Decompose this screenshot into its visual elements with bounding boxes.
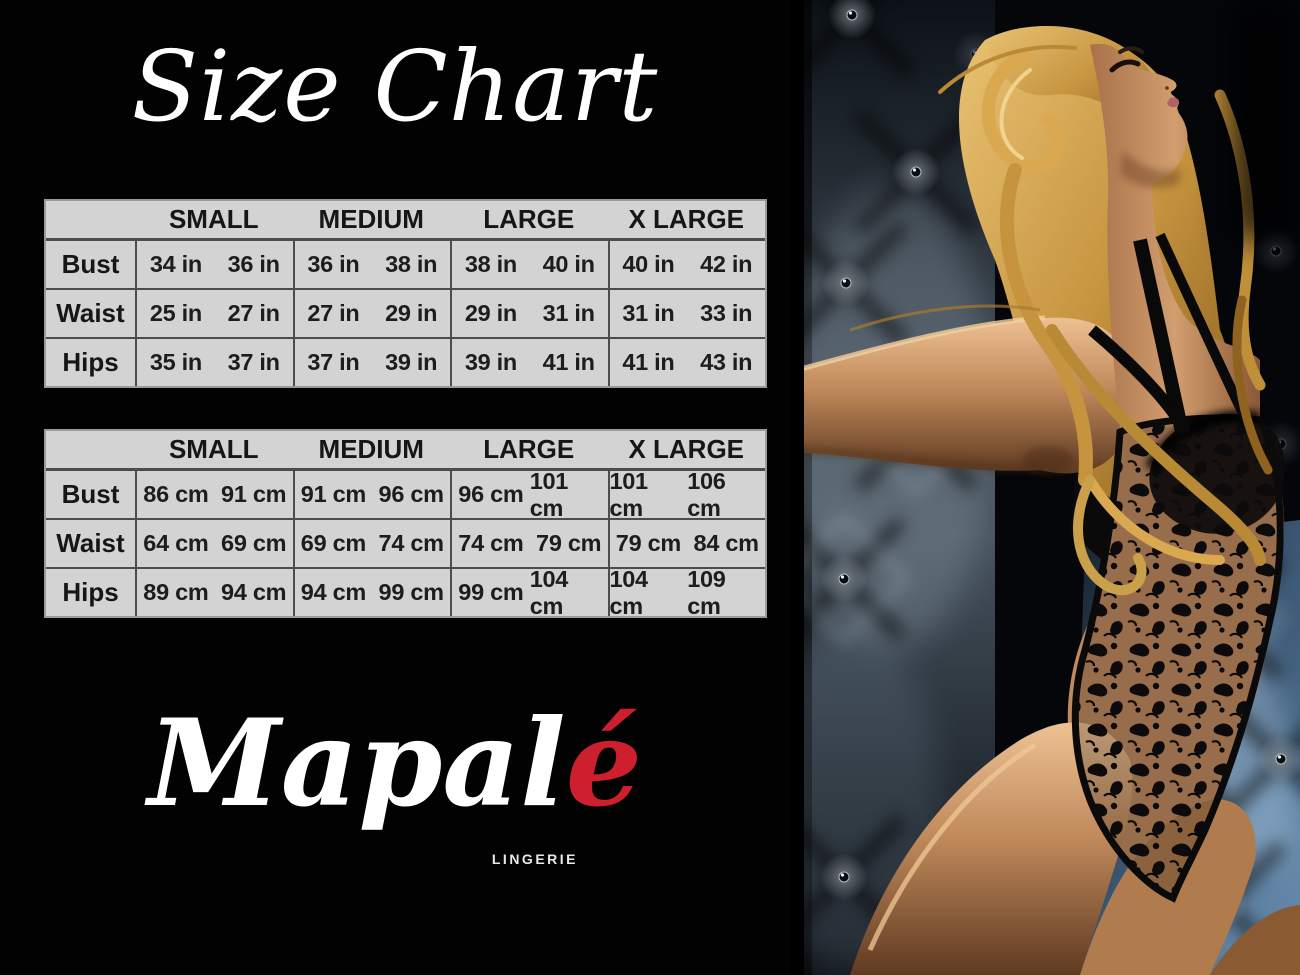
- page-title: Size Chart: [131, 30, 659, 143]
- measurement-value: 33 in: [700, 300, 753, 326]
- measurement-value: 91 cm: [221, 481, 287, 507]
- measurement-cell: 64 cm 69 cm: [137, 520, 293, 567]
- measurement-cell: 34 in 36 in: [137, 241, 293, 288]
- measurement-value: 74 cm: [378, 530, 444, 556]
- measurement-cell: 86 cm 91 cm: [137, 471, 293, 518]
- measurement-cell: 89 cm 94 cm: [137, 569, 293, 616]
- measurement-cell: 37 in 39 in: [294, 339, 450, 386]
- measurement-cell: 69 cm 74 cm: [294, 520, 450, 567]
- measurement-value: 43 in: [700, 349, 753, 375]
- measurement-value: 109 cm: [687, 565, 726, 619]
- measurement-cell: 25 in 27 in: [137, 290, 293, 337]
- measurement-value: 84 cm: [693, 530, 759, 556]
- measurement-cell: 91 cm 96 cm: [294, 471, 450, 518]
- measurement-cell: 101 cm 106 cm: [609, 467, 765, 521]
- measurement-value: 31 in: [542, 300, 595, 326]
- measurement-cell: 27 in 29 in: [294, 290, 450, 337]
- size-column-header: MEDIUM: [318, 434, 424, 464]
- measurement-cell: 31 in 33 in: [609, 290, 765, 337]
- measurement-value: 36 in: [307, 251, 360, 277]
- size-table-cm-header: SMALL MEDIUM LARGE X LARGE: [46, 431, 765, 468]
- measurement-value: 27 in: [307, 300, 360, 326]
- brand-logo-accent: é: [565, 693, 643, 834]
- brand-logo: Mapalé: [0, 698, 790, 830]
- measurement-value: 29 in: [464, 300, 517, 326]
- size-table-inches: SMALL MEDIUM LARGE X LARGE Bust 34 in 36 in 36…: [44, 199, 767, 388]
- measurement-value: 31 in: [622, 300, 675, 326]
- measurement-value: 40 in: [542, 251, 595, 277]
- measurement-value: 35 in: [149, 349, 202, 375]
- size-column-header: LARGE: [483, 434, 575, 464]
- measurement-cell: 74 cm 79 cm: [452, 520, 608, 567]
- measurement-cell: 40 in 42 in: [609, 241, 765, 288]
- size-table-cm-body: Bust 86 cm 91 cm 91 cm 96 cm 96 cm 101 cm 101 c…: [46, 467, 765, 619]
- measurement-value: 79 cm: [615, 530, 681, 556]
- measurement-cell: 104 cm 109 cm: [609, 565, 765, 619]
- measurement-value: 101 cm: [529, 467, 569, 521]
- measurement-value: 38 in: [385, 251, 438, 277]
- measurement-row-label: Bust: [46, 471, 135, 518]
- size-column-header: SMALL: [168, 204, 259, 234]
- measurement-value: 91 cm: [300, 481, 366, 507]
- measurement-value: 34 in: [149, 251, 202, 277]
- measurement-cell: 29 in 31 in: [452, 290, 608, 337]
- measurement-cell: 39 in 41 in: [452, 339, 608, 386]
- measurement-value: 106 cm: [687, 467, 726, 521]
- size-table-inches-body: Bust 34 in 36 in 36 in 38 in 38 in 40 in 40 in 4…: [46, 238, 765, 386]
- measurement-value: 89 cm: [143, 579, 209, 605]
- model-photo: [790, 0, 1300, 975]
- measurement-value: 38 in: [464, 251, 517, 277]
- measurement-value: 86 cm: [143, 481, 209, 507]
- measurement-row-label: Bust: [46, 241, 135, 288]
- measurement-cell: 36 in 38 in: [294, 241, 450, 288]
- measurement-cell: 38 in 40 in: [452, 241, 608, 288]
- measurement-value: 42 in: [700, 251, 753, 277]
- size-column-header: X LARGE: [628, 434, 745, 464]
- measurement-row-label: Hips: [46, 339, 135, 386]
- measurement-value: 94 cm: [300, 579, 366, 605]
- measurement-row-label: Waist: [46, 520, 135, 567]
- measurement-value: 94 cm: [221, 579, 287, 605]
- size-column-header: SMALL: [168, 434, 259, 464]
- measurement-value: 37 in: [227, 349, 280, 375]
- measurement-cell: 41 in 43 in: [609, 339, 765, 386]
- measurement-value: 104 cm: [609, 565, 649, 619]
- measurement-cell: 96 cm 101 cm: [452, 467, 608, 521]
- measurement-value: 37 in: [307, 349, 360, 375]
- measurement-value: 29 in: [385, 300, 438, 326]
- brand-logo-main: Mapal: [147, 693, 566, 834]
- brand-subtitle: LINGERIE: [491, 851, 578, 867]
- measurement-value: 39 in: [464, 349, 517, 375]
- measurement-value: 99 cm: [458, 579, 524, 605]
- measurement-value: 41 in: [622, 349, 675, 375]
- size-column-header: MEDIUM: [318, 204, 424, 234]
- measurement-value: 39 in: [385, 349, 438, 375]
- measurement-value: 96 cm: [458, 481, 524, 507]
- measurement-value: 104 cm: [529, 565, 569, 619]
- measurement-value: 79 cm: [536, 530, 602, 556]
- measurement-value: 69 cm: [300, 530, 366, 556]
- measurement-value: 27 in: [227, 300, 280, 326]
- size-table-inches-header: SMALL MEDIUM LARGE X LARGE: [46, 201, 765, 238]
- measurement-cell: 79 cm 84 cm: [609, 520, 765, 567]
- measurement-value: 36 in: [227, 251, 280, 277]
- measurement-value: 101 cm: [609, 467, 649, 521]
- measurement-value: 25 in: [149, 300, 202, 326]
- size-table-centimeters: SMALL MEDIUM LARGE X LARGE Bust 86 cm 91 cm 91…: [44, 429, 767, 619]
- size-column-header: X LARGE: [628, 204, 745, 234]
- measurement-value: 74 cm: [458, 530, 524, 556]
- measurement-cell: 94 cm 99 cm: [294, 569, 450, 616]
- measurement-value: 69 cm: [221, 530, 287, 556]
- measurement-value: 96 cm: [378, 481, 444, 507]
- measurement-row-label: Hips: [46, 569, 135, 616]
- measurement-value: 64 cm: [143, 530, 209, 556]
- measurement-value: 40 in: [622, 251, 675, 277]
- measurement-row-label: Waist: [46, 290, 135, 337]
- measurement-cell: 35 in 37 in: [137, 339, 293, 386]
- measurement-value: 41 in: [542, 349, 595, 375]
- measurement-value: 99 cm: [378, 579, 444, 605]
- measurement-cell: 99 cm 104 cm: [452, 565, 608, 619]
- size-column-header: LARGE: [483, 204, 575, 234]
